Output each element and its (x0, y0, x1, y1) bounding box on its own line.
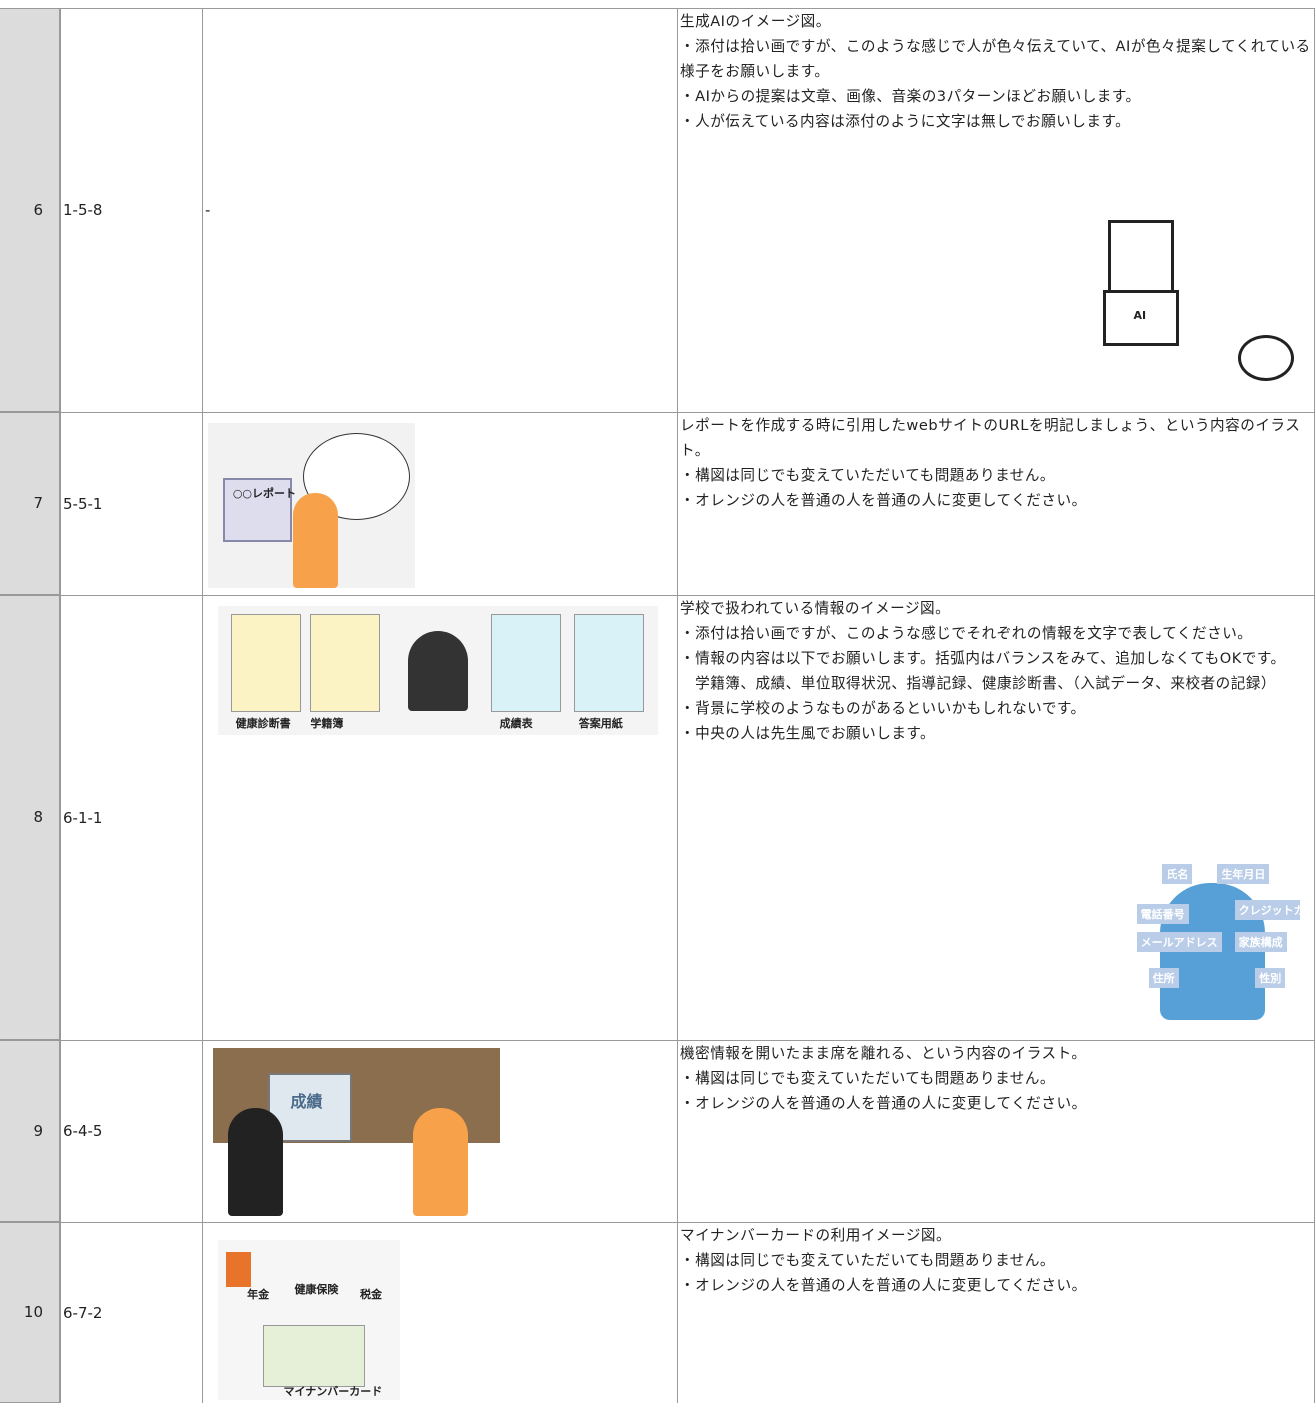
description-line: ・人が伝えている内容は添付のように文字は無しでお願いします。 (680, 113, 1131, 130)
illustration-label: 答案用紙 (578, 717, 623, 731)
code-cell: 6-4-5 (63, 1122, 103, 1140)
description-line: ・オレンジの人を普通の人を普通の人に変更してください。 (680, 1095, 1087, 1112)
illustration-label: 氏名 (1162, 863, 1193, 884)
card (263, 1325, 365, 1387)
illustration-label: 税金 (359, 1287, 382, 1301)
illustration-label: 家族構成 (1234, 932, 1287, 952)
code-cell: 6-7-2 (63, 1303, 103, 1322)
shadow-person (228, 1108, 283, 1216)
illustration: AI (1088, 195, 1295, 403)
monitor (223, 478, 292, 542)
paper (310, 614, 381, 712)
code-cell: 5-5-1 (63, 494, 103, 513)
illustration-label: 年金 (247, 1287, 270, 1301)
description-line: マイナンバーカードの利用イメージ図。 (680, 1227, 952, 1244)
illustration-label: 電話番号 (1136, 904, 1189, 925)
screen (1108, 220, 1174, 296)
code-cell: 6-1-1 (63, 808, 103, 827)
code-cell: 1-5-8 (63, 201, 103, 219)
illustration-label: 成績表 (499, 717, 533, 731)
description-cell: マイナンバーカードの利用イメージ図。・構図は同じでも変えていただいても問題ありま… (677, 1222, 1315, 1403)
description-line: ・構図は同じでも変えていただいても問題ありません。 (680, 467, 1056, 484)
description-line: ・オレンジの人を普通の人を普通の人に変更してください。 (680, 492, 1087, 509)
description-line: ・構図は同じでも変えていただいても問題ありません。 (680, 1070, 1056, 1087)
paper (574, 614, 645, 712)
illustration-label: マイナンバーカード (283, 1385, 383, 1399)
description-line: ・構図は同じでも変えていただいても問題ありません。 (680, 1252, 1056, 1269)
illustration-label: ○○レポート (232, 487, 297, 501)
description-cell: 学校で扱われている情報のイメージ図。・添付は拾い画ですが、このような感じでそれぞ… (677, 595, 1315, 1040)
illustration-label: 性別 (1255, 967, 1286, 988)
description-line: ・背景に学校のようなものがあるといいかもしれないです。 (680, 700, 1086, 717)
description-line: 学校で扱われている情報のイメージ図。 (680, 600, 951, 617)
description-line: ・AIからの提案は文章、画像、音楽の3パターンほどお願いします。 (680, 88, 1141, 105)
description-cell: 生成AIのイメージ図。・添付は拾い画ですが、このような感じで人が色々伝えていて、… (677, 8, 1315, 412)
row-border (0, 1040, 1315, 1041)
illustration: ○○レポート (208, 423, 415, 588)
teacher (408, 631, 468, 711)
illustration-label: 生年月日 (1217, 863, 1270, 884)
column-border (202, 8, 203, 1403)
book (226, 1252, 251, 1287)
description-line: ・情報の内容は以下でお願いします。括弧内はバランスをみて、追加しなくてもOKです… (680, 650, 1286, 667)
description-line: ・オレンジの人を普通の人を普通の人に変更してください。 (680, 1277, 1087, 1294)
description-line: 機密情報を開いたまま席を離れる、という内容のイラスト。 (680, 1045, 1087, 1062)
row-number: 9 (0, 1040, 60, 1222)
laptop (268, 1073, 352, 1142)
illustration-label: 成績 (290, 1092, 323, 1112)
illustration: 年金 健康保険 税金マイナンバーカード (218, 1240, 400, 1400)
row-border (0, 412, 1315, 413)
image-cell-text: - (205, 201, 211, 219)
illustration-label: メールアドレス (1136, 932, 1222, 952)
laptop (1103, 290, 1179, 346)
illustration-label: 健康診断書 (235, 717, 291, 731)
description-line: レポートを作成する時に引用したwebサイトのURLを明記しましょう、という内容の… (680, 417, 1301, 459)
row-border (0, 1222, 1315, 1223)
illustration-label: クレジットカード番号 (1234, 899, 1300, 920)
row-number: 10 (0, 1222, 60, 1403)
bubble (1238, 335, 1294, 381)
description-cell: レポートを作成する時に引用したwebサイトのURLを明記しましょう、という内容の… (677, 412, 1315, 595)
description-line: 学籍簿、成績、単位取得状況、指導記録、健康診断書、（入試データ、来校者の記録） (680, 675, 1277, 692)
description-cell: 機密情報を開いたまま席を離れる、という内容のイラスト。 ・構図は同じでも変えていた… (677, 1040, 1315, 1222)
description-line: 生成AIのイメージ図。 (680, 13, 831, 30)
illustration-label: 住所 (1148, 967, 1179, 988)
illustration: 健康診断書 学籍簿 成績表 答案用紙 (218, 606, 658, 735)
person (413, 1108, 468, 1216)
row-number: 8 (0, 595, 60, 1040)
column-border (677, 8, 678, 1403)
row-border (0, 595, 1315, 596)
column-border (60, 8, 61, 1403)
description-line: ・添付は拾い画ですが、このような感じでそれぞれの情報を文字で表してください。 (680, 625, 1253, 642)
person (293, 493, 338, 588)
illustration-label: 健康保険 (294, 1283, 339, 1296)
row-number: 6 (0, 8, 60, 412)
illustration-label: AI (1133, 308, 1147, 322)
description-line: ・添付は拾い画ですが、このような感じで人が色々伝えていて、AIが色々提案してくれ… (680, 38, 1311, 80)
row-border (0, 8, 1315, 9)
description-line: ・中央の人は先生風でお願いします。 (680, 725, 936, 742)
illustration: 成績 (213, 1048, 500, 1216)
paper (490, 614, 561, 712)
illustration-label: 学籍簿 (310, 717, 344, 731)
row-number: 7 (0, 412, 60, 595)
paper (231, 614, 302, 712)
